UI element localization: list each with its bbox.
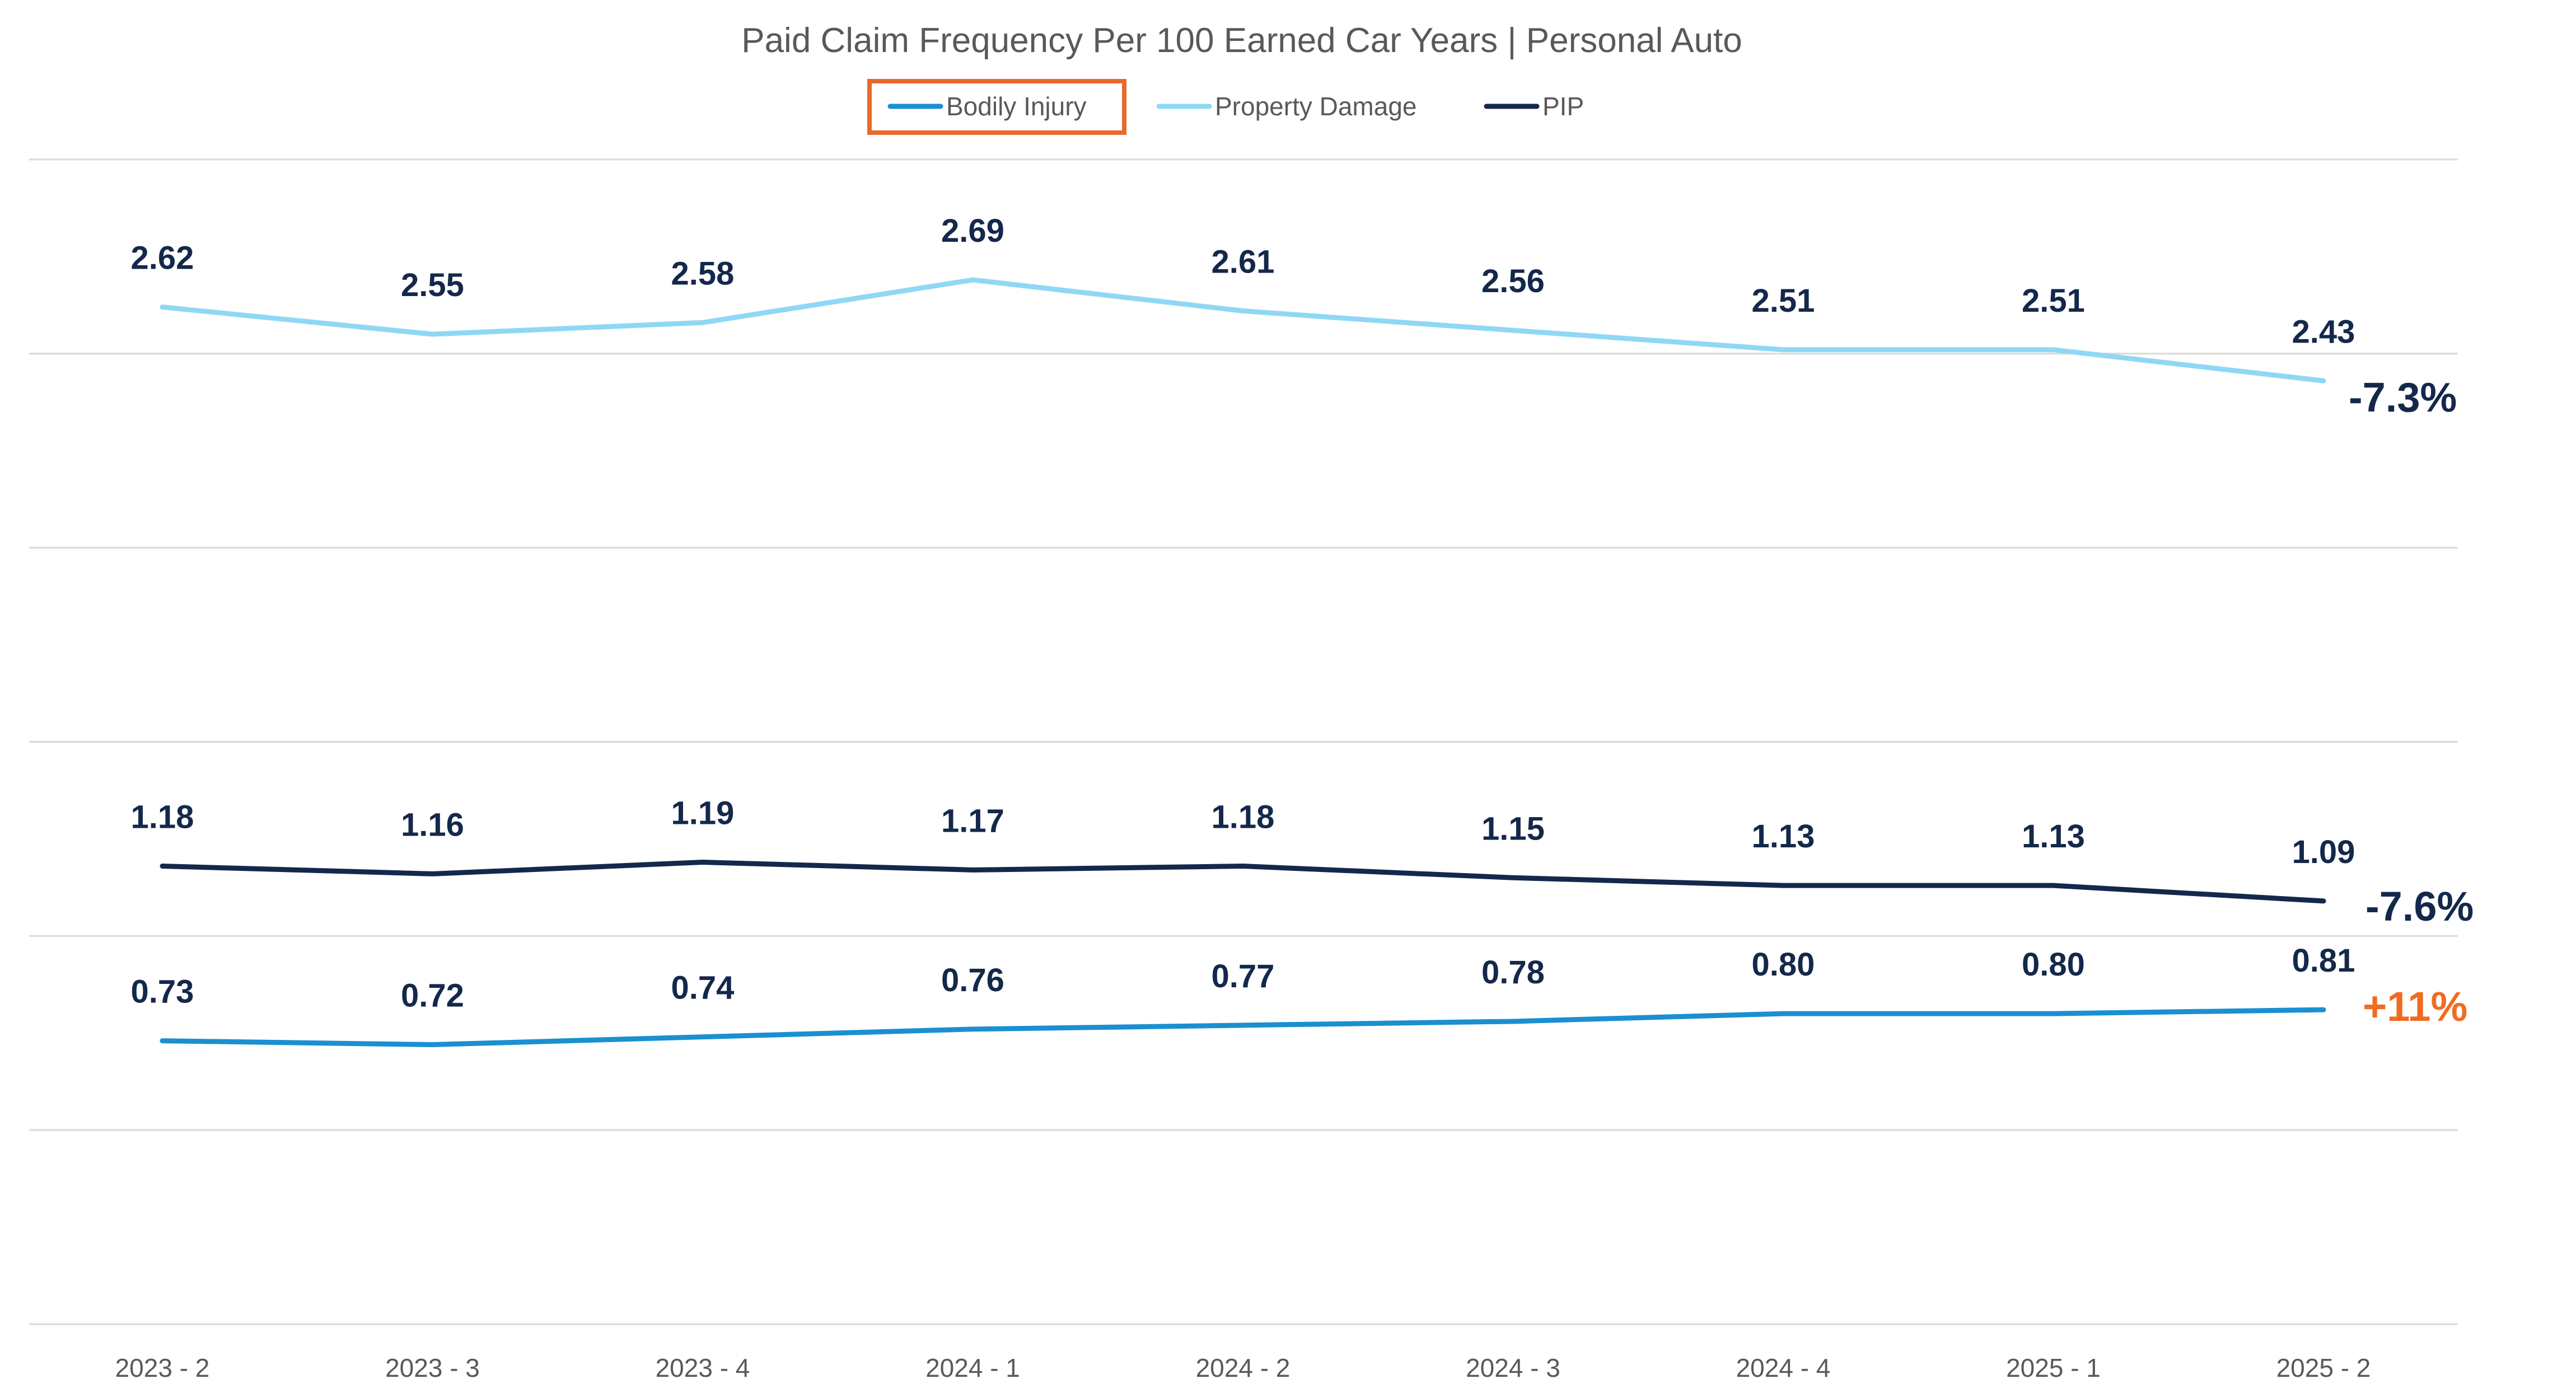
data-label-pip: 1.13: [1752, 818, 1815, 855]
legend-item-bodily-injury[interactable]: Bodily Injury: [887, 92, 1087, 121]
x-tick-label: 2024 - 3: [1466, 1353, 1560, 1382]
series-line-property-damage: [160, 277, 2326, 383]
data-label-pip: 1.13: [2022, 818, 2085, 855]
legend-label: PIP: [1542, 92, 1584, 121]
series-line-pip: [160, 860, 2326, 904]
series-line-bodily-injury: [160, 1007, 2326, 1048]
x-tick-label: 2025 - 2: [2276, 1353, 2371, 1382]
data-label-bodily-injury: 0.77: [1212, 958, 1275, 995]
data-label-pip: 1.18: [1212, 799, 1275, 835]
x-tick-label: 2025 - 1: [2006, 1353, 2101, 1382]
data-label-property-damage: 2.55: [401, 267, 464, 303]
x-tick-label: 2024 - 2: [1196, 1353, 1291, 1382]
data-labels: 0.73 0.72 0.74 0.76 0.77 0.78 0.80 0.80 0.81+11%…: [131, 213, 2474, 1030]
data-label-bodily-injury: 0.80: [1752, 946, 1815, 983]
legend-item-property-damage[interactable]: Property Damage: [1156, 92, 1417, 121]
data-label-pip: 1.09: [2292, 834, 2355, 870]
data-label-pip: 1.18: [131, 799, 194, 835]
x-tick-label: 2023 - 3: [385, 1353, 480, 1382]
gridlines: [29, 158, 2458, 1325]
data-label-pip: 1.19: [671, 795, 735, 832]
x-tick-label: 2024 - 4: [1736, 1353, 1831, 1382]
data-label-pip: 1.17: [941, 803, 1004, 839]
data-label-bodily-injury: 0.78: [1481, 954, 1545, 991]
data-label-bodily-injury: 0.81: [2292, 942, 2355, 979]
data-label-pip: 1.16: [401, 806, 464, 843]
change-label-bodily-injury: +11%: [2363, 983, 2467, 1030]
series-lines: [160, 277, 2326, 1048]
data-label-property-damage: 2.51: [2022, 283, 2085, 319]
data-label-property-damage: 2.58: [671, 255, 735, 292]
data-label-property-damage: 2.43: [2292, 313, 2355, 350]
data-label-property-damage: 2.56: [1481, 263, 1545, 299]
data-label-bodily-injury: 0.80: [2022, 946, 2085, 983]
legend: Bodily Injury Property Damage PIP: [867, 79, 1584, 135]
data-label-bodily-injury: 0.74: [671, 970, 735, 1006]
change-label-property-damage: -7.3%: [2349, 374, 2457, 420]
x-tick-label: 2024 - 1: [925, 1353, 1020, 1382]
change-label-pip: -7.6%: [2365, 883, 2474, 930]
data-label-bodily-injury: 0.72: [401, 978, 464, 1014]
data-label-property-damage: 2.69: [941, 213, 1004, 249]
legend-highlight-box: [867, 79, 1126, 135]
legend-item-pip[interactable]: PIP: [1484, 92, 1584, 121]
data-label-bodily-injury: 0.73: [131, 974, 194, 1010]
legend-label: Bodily Injury: [946, 92, 1087, 121]
data-label-property-damage: 2.61: [1212, 244, 1275, 280]
data-label-bodily-injury: 0.76: [941, 962, 1004, 998]
x-axis-tick-labels: 2023 - 2 2023 - 3 2023 - 4 2024 - 1 2024 - 2…: [115, 1353, 2371, 1382]
legend-label: Property Damage: [1215, 92, 1417, 121]
x-tick-label: 2023 - 4: [656, 1353, 750, 1382]
data-label-property-damage: 2.62: [131, 240, 194, 276]
x-tick-label: 2023 - 2: [115, 1353, 210, 1382]
data-label-pip: 1.15: [1481, 810, 1545, 847]
chart-title: Paid Claim Frequency Per 100 Earned Car …: [741, 21, 1742, 60]
data-label-property-damage: 2.51: [1752, 283, 1815, 319]
